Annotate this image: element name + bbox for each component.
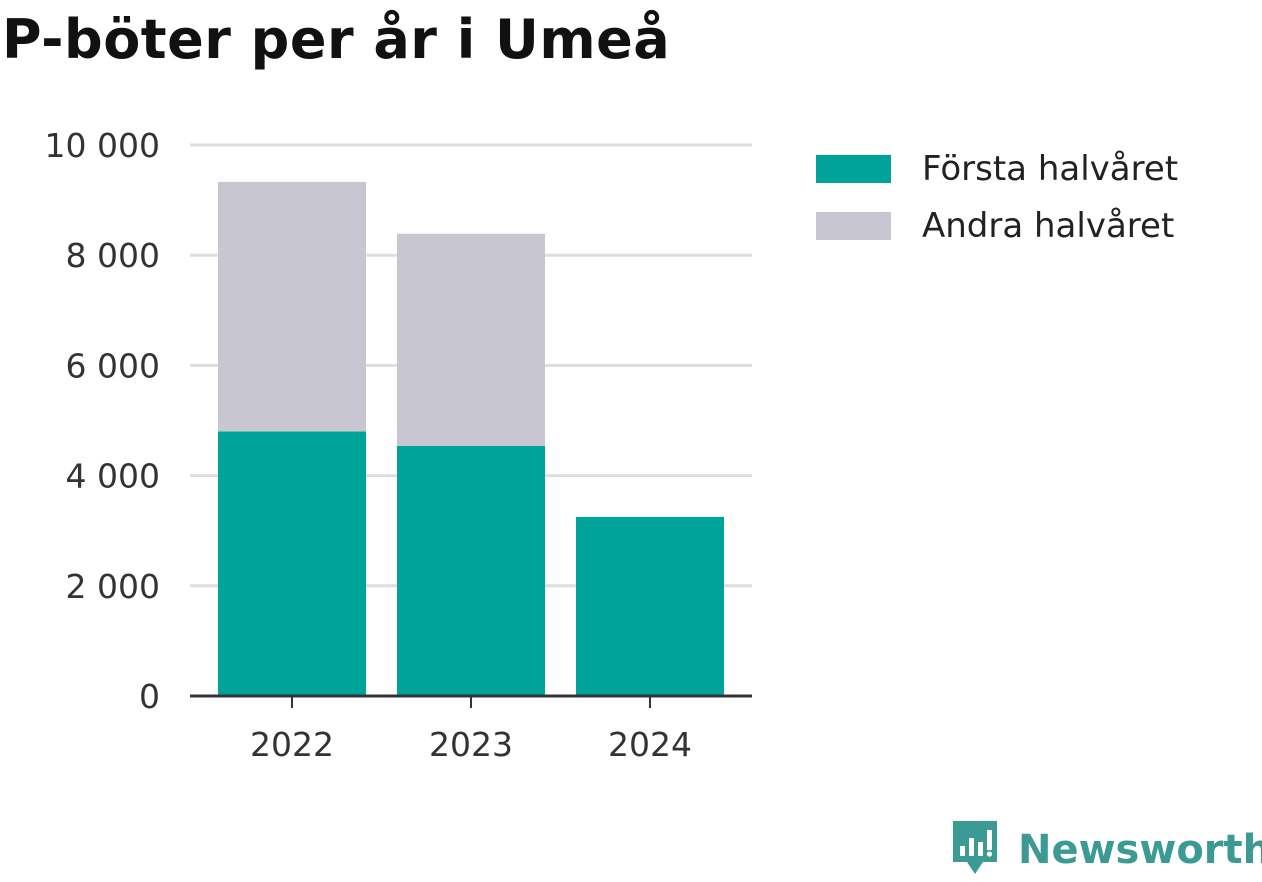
bar-2023-first-half [397,445,545,696]
legend-swatch-second-half [816,211,891,240]
legend-label: Första halvåret [922,148,1179,189]
legend: Första halvåret Andra halvåret [816,140,1178,254]
y-tick-label: 0 [139,677,160,716]
x-tick-label: 2024 [608,725,692,764]
chart-title: P-böter per år i Umeå [2,8,671,71]
x-tick-label: 2022 [250,725,334,764]
legend-item-second-half: Andra halvåret [816,197,1178,254]
legend-label: Andra halvåret [922,205,1175,246]
bar-2024-first-half [576,516,724,696]
y-tick-label: 2 000 [66,567,160,606]
tick-labels: 0 2 000 4 000 6 000 8 000 10 000 2022 2023 2024 [45,126,692,764]
bar-2022-second-half [218,181,366,432]
legend-swatch-first-half [816,154,891,183]
y-tick-label: 4 000 [66,457,160,496]
x-tick-label: 2023 [429,725,513,764]
y-tick-label: 6 000 [66,346,160,385]
y-tick-label: 8 000 [66,236,160,275]
bars [218,181,724,696]
bar-2022-first-half [218,431,366,696]
bar-2023-second-half [397,233,545,446]
brand-name: Newsworthy [1018,827,1262,873]
brand-logo: Newsworthy [950,818,1262,882]
y-tick-label: 10 000 [45,126,160,165]
newsworthy-logo-icon [950,818,1000,882]
axes [190,694,752,708]
legend-item-first-half: Första halvåret [816,140,1178,197]
bar-chart: 0 2 000 4 000 6 000 8 000 10 000 2022 2023 2024 [45,126,752,764]
